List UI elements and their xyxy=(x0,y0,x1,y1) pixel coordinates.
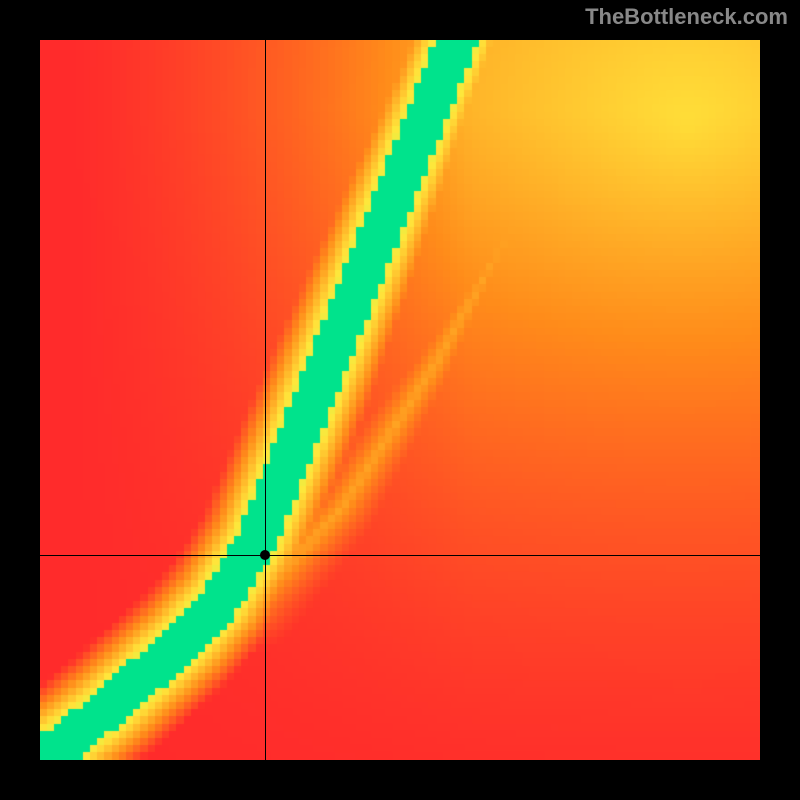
crosshair-vertical xyxy=(265,40,266,760)
watermark-text: TheBottleneck.com xyxy=(585,4,788,30)
heatmap-canvas xyxy=(40,40,760,760)
chart-area xyxy=(40,40,760,760)
point-marker xyxy=(260,550,270,560)
crosshair-horizontal xyxy=(40,555,760,556)
